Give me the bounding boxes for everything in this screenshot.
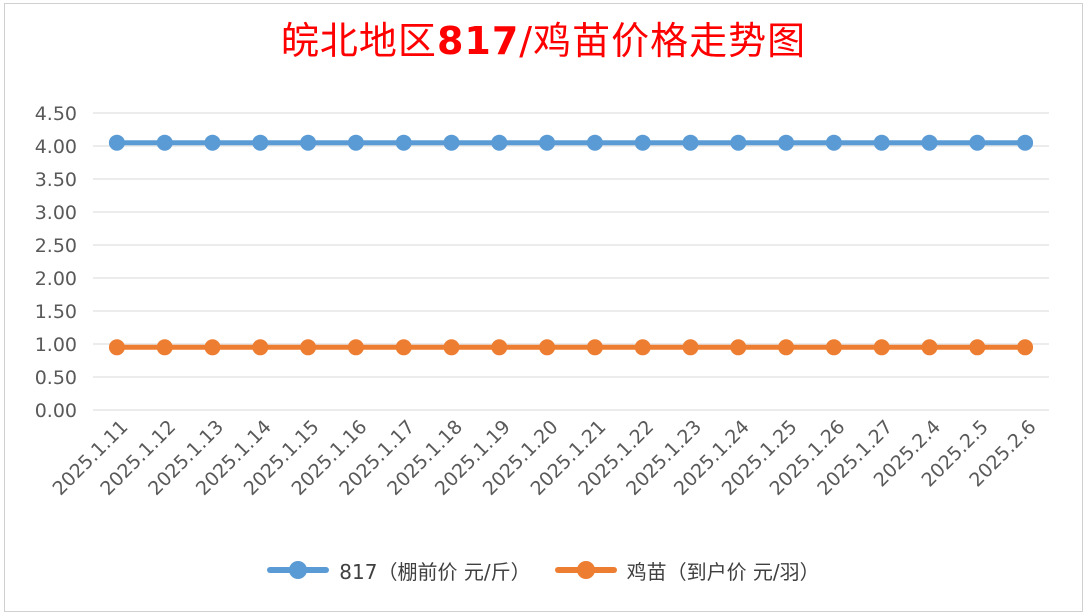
- legend-label-817: 817（棚前价 元/斤）: [339, 559, 531, 584]
- y-tick-label: 3.50: [35, 169, 77, 191]
- data-point-1: [443, 339, 460, 356]
- title-rest: /鸡苗价格走势图: [519, 19, 807, 63]
- data-point-1: [108, 339, 125, 356]
- data-point-1: [634, 339, 651, 356]
- data-point-0: [539, 134, 556, 151]
- data-point-0: [395, 134, 412, 151]
- data-point-1: [682, 339, 699, 356]
- y-tick-label: 1.50: [35, 301, 77, 323]
- data-point-0: [491, 134, 508, 151]
- y-tick-label: 0.00: [35, 400, 77, 422]
- data-point-0: [778, 134, 795, 151]
- legend-item-chick: 鸡苗（到户价 元/羽）: [554, 556, 820, 585]
- data-point-1: [969, 339, 986, 356]
- legend-item-817: 817（棚前价 元/斤）: [267, 556, 531, 585]
- title-main: 皖北地区: [280, 19, 437, 63]
- y-tick-label: 4.50: [35, 103, 77, 125]
- chart-title: 皖北地区817/鸡苗价格走势图: [0, 14, 1087, 68]
- data-point-0: [252, 134, 269, 151]
- legend-marker-chick: [554, 560, 617, 580]
- data-point-1: [1017, 339, 1034, 356]
- data-point-0: [443, 134, 460, 151]
- data-point-0: [825, 134, 842, 151]
- data-point-0: [682, 134, 699, 151]
- data-point-0: [300, 134, 317, 151]
- y-tick-label: 2.00: [35, 268, 77, 290]
- data-point-0: [586, 134, 603, 151]
- data-point-1: [300, 339, 317, 356]
- data-point-1: [204, 339, 221, 356]
- y-tick-label: 0.50: [35, 367, 77, 389]
- data-point-0: [108, 134, 125, 151]
- data-point-1: [252, 339, 269, 356]
- y-tick-label: 4.00: [35, 136, 77, 158]
- data-point-1: [539, 339, 556, 356]
- data-point-1: [825, 339, 842, 356]
- title-code: 817: [436, 19, 520, 63]
- data-point-0: [730, 134, 747, 151]
- data-point-1: [873, 339, 890, 356]
- legend: 817（棚前价 元/斤） 鸡苗（到户价 元/羽）: [0, 552, 1087, 588]
- data-point-0: [347, 134, 364, 151]
- data-point-0: [156, 134, 173, 151]
- data-point-1: [156, 339, 173, 356]
- data-point-0: [1017, 134, 1034, 151]
- legend-dot-chick: [576, 561, 595, 579]
- legend-marker-817: [267, 560, 330, 580]
- legend-label-chick: 鸡苗（到户价 元/羽）: [626, 559, 820, 584]
- y-tick-label: 3.00: [35, 202, 77, 224]
- data-point-1: [395, 339, 412, 356]
- data-point-0: [634, 134, 651, 151]
- data-point-1: [491, 339, 508, 356]
- data-point-1: [921, 339, 938, 356]
- data-point-1: [586, 339, 603, 356]
- y-tick-label: 1.00: [35, 334, 77, 356]
- data-point-0: [873, 134, 890, 151]
- y-tick-label: 2.50: [35, 235, 77, 257]
- data-point-1: [778, 339, 795, 356]
- data-point-1: [347, 339, 364, 356]
- chart-frame: [4, 3, 1083, 612]
- data-point-0: [204, 134, 221, 151]
- data-point-0: [969, 134, 986, 151]
- data-point-1: [730, 339, 747, 356]
- legend-dot-817: [289, 561, 308, 579]
- data-point-0: [921, 134, 938, 151]
